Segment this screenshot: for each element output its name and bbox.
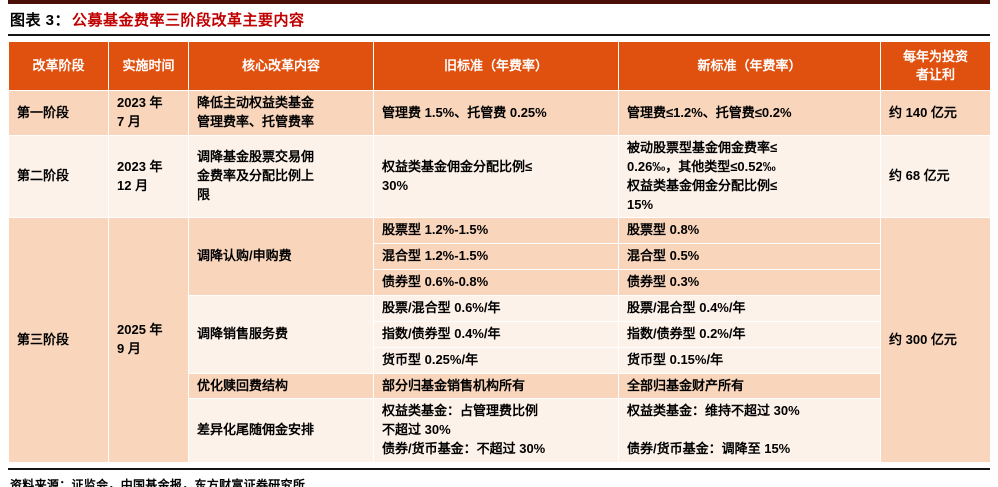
cell-phase2-new: 被动股票型基金佣金费率≤ 0.26‰，其他类型≤0.52‰ 权益类基金佣金分配比… [618,135,881,219]
cell-phase2-time: 2023 年 12 月 [108,135,189,219]
cell-phase3-sub4-old: 权益类基金：占管理费比例 不超过 30% 债券/货币基金：不超过 30% [373,398,619,463]
table-row-phase3-sub1-line3: 债券型 0.6%-0.8% 债券型 0.3% [9,269,991,296]
cell-phase2-benefit: 约 68 亿元 [880,135,991,219]
top-rule [8,0,990,4]
cell-phase3-sub3-old: 部分归基金销售机构所有 [373,372,619,400]
cell-phase3-sub1-old-stock: 股票型 1.2%-1.5% [373,217,619,245]
cell-phase2-stage: 第二阶段 [8,135,109,219]
cell-phase3-sub2-old-money: 货币型 0.25%/年 [373,346,619,374]
cell-phase3-sub2-old-index: 指数/债券型 0.4%/年 [373,320,619,348]
cell-phase1-stage: 第一阶段 [8,90,109,137]
source-note: 资料来源：证监会，中国基金报，东方财富证券研究所 [8,467,990,487]
cell-phase3-sub4-new: 权益类基金：维持不超过 30% 债券/货币基金：调降至 15% [618,398,881,463]
header-cell-core-content: 核心改革内容 [188,40,374,92]
cell-phase3-sub1-new-bond: 债券型 0.3% [618,269,881,296]
table-row-phase2: 第二阶段 2023 年 12 月 调降基金股票交易佣 金费率及分配比例上 限 权… [8,135,991,219]
fee-reform-table: 改革阶段 实施时间 核心改革内容 旧标准（年费率） 新标准（年费率） 每年为投资… [8,40,991,463]
cell-phase3-sub2-core: 调降销售服务费 [188,294,374,374]
cell-phase3-benefit: 约 300 亿元 [880,217,991,463]
cell-phase3-sub1-old-bond: 债券型 0.6%-0.8% [373,269,619,296]
cell-phase3-sub1-core: 调降认购/申购费 [188,217,374,296]
table-row-phase3-sub1-line1: 第三阶段 2025 年 9 月 调降认购/申购费 股票型 1.2%-1.5% 股… [8,217,991,463]
cell-phase2-old: 权益类基金佣金分配比例≤ 30% [373,135,619,219]
cell-phase3-sub1-old-hybrid: 混合型 1.2%-1.5% [373,243,619,271]
cell-phase1-time: 2023 年 7 月 [108,90,189,137]
cell-phase3-time: 2025 年 9 月 [108,217,189,463]
cell-phase3-sub3-core: 优化赎回费结构 [188,372,374,400]
header-cell-reform-stage: 改革阶段 [8,40,109,92]
header-cell-new-standard: 新标准（年费率） [618,40,881,92]
cell-phase3-sub2-new-index: 指数/债券型 0.2%/年 [618,320,881,348]
cell-phase1-benefit: 约 140 亿元 [880,90,991,137]
cell-phase3-sub3-new: 全部归基金财产所有 [618,372,881,400]
cell-phase3-sub2-new-money: 货币型 0.15%/年 [618,346,881,374]
cell-phase3-sub2-new-stock: 股票/混合型 0.4%/年 [618,294,881,322]
cell-phase3-sub4-core: 差异化尾随佣金安排 [188,398,374,463]
cell-phase3-sub2-old-stock: 股票/混合型 0.6%/年 [373,294,619,322]
table-row-phase3-sub4: 差异化尾随佣金安排 权益类基金：占管理费比例 不超过 30% 债券/货币基金：不… [9,398,991,463]
cell-phase3-stage: 第三阶段 [8,217,109,463]
header-cell-old-standard: 旧标准（年费率） [373,40,619,92]
cell-phase2-core: 调降基金股票交易佣 金费率及分配比例上 限 [188,135,374,219]
table-header-row: 改革阶段 实施时间 核心改革内容 旧标准（年费率） 新标准（年费率） 每年为投资… [8,40,991,92]
exhibit-number: 图表 3： [10,12,71,29]
table-row-phase3-sub2-line3: 货币型 0.25%/年 货币型 0.15%/年 [9,346,991,374]
table-row-phase3-sub2-line2: 指数/债券型 0.4%/年 指数/债券型 0.2%/年 [9,320,991,348]
header-cell-investor-benefit: 每年为投资 者让利 [880,40,991,92]
cell-phase3-sub1-new-hybrid: 混合型 0.5% [618,243,881,271]
table-row-phase3-sub1-line2: 混合型 1.2%-1.5% 混合型 0.5% [9,243,991,271]
cell-phase1-old: 管理费 1.5%、托管费 0.25% [373,90,619,137]
page-title: 公募基金费率三阶段改革主要内容 [72,12,305,29]
cell-phase3-sub1-new-stock: 股票型 0.8% [618,217,881,245]
cell-phase1-core: 降低主动权益类基金 管理费率、托管费率 [188,90,374,137]
header-cell-implementation-time: 实施时间 [108,40,189,92]
cell-phase1-new: 管理费≤1.2%、托管费≤0.2% [618,90,881,137]
table-row-phase3-sub3: 优化赎回费结构 部分归基金销售机构所有 全部归基金财产所有 [9,372,991,400]
exhibit-title: 图表 3： 公募基金费率三阶段改革主要内容 [8,4,990,36]
table-row-phase1: 第一阶段 2023 年 7 月 降低主动权益类基金 管理费率、托管费率 管理费 … [8,90,991,137]
